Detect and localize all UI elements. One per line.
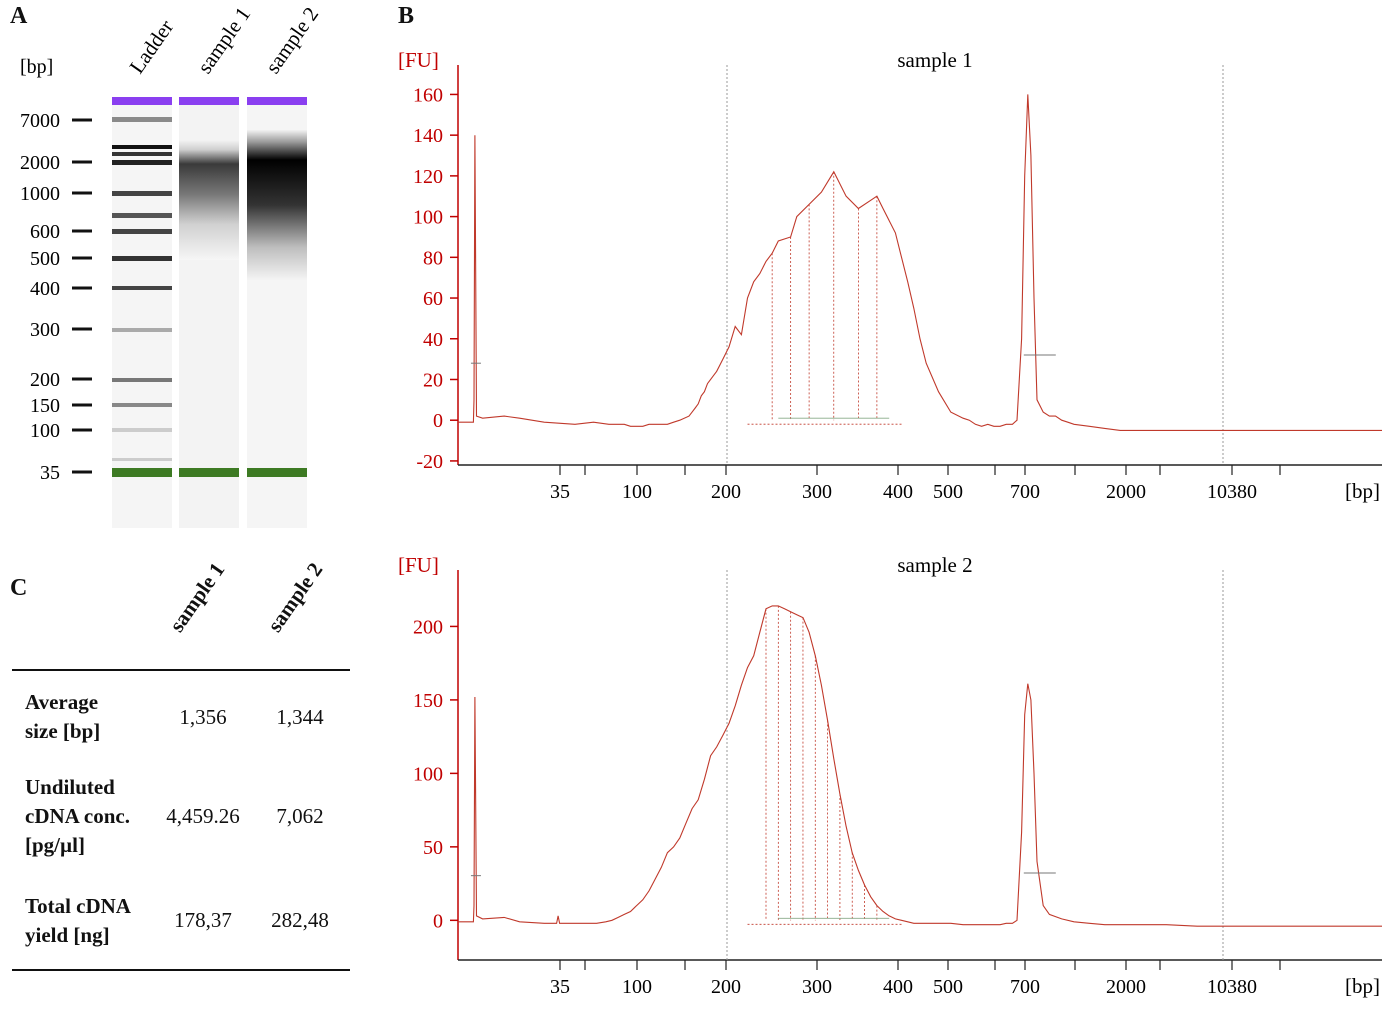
chart-title: sample 2 xyxy=(897,553,972,577)
table-col-sample2: sample 2 xyxy=(262,558,328,637)
x-tick-label-700: 700 xyxy=(1010,976,1040,998)
electropherogram-sample2: sample 2 [FU] [bp] 0 50 100 150 200 35 100 200 300 4… xyxy=(398,553,1382,998)
x-axis-label: [bp] xyxy=(1345,479,1380,503)
trace-line xyxy=(458,94,1382,431)
gel-size-label-200: 200 xyxy=(30,369,60,391)
row-label-conc: Undiluted cDNA conc. [pg/µl] xyxy=(25,775,130,857)
y-tick-label: 140 xyxy=(413,125,443,147)
x-tick-label-500: 500 xyxy=(933,976,963,998)
gel-size-label-150: 150 xyxy=(30,395,60,417)
x-tick-label-300: 300 xyxy=(802,976,832,998)
y-tick-label: 100 xyxy=(413,763,443,785)
summary-table: sample 1 sample 2 Average size [bp] 1,356… xyxy=(0,558,380,1000)
x-tick-label-35: 35 xyxy=(550,976,570,998)
gel-size-label-100: 100 xyxy=(30,420,60,442)
x-tick-label-400: 400 xyxy=(883,481,913,503)
y-tick-label: 0 xyxy=(433,410,443,432)
panel-letter-b: B xyxy=(398,3,415,29)
y-axis-label: [FU] xyxy=(398,48,439,72)
y-tick-label: 200 xyxy=(413,616,443,638)
gel-size-label-2000: 2000 xyxy=(20,152,60,174)
panel-letter-c: C xyxy=(10,575,28,601)
gel-size-label-500: 500 xyxy=(30,248,60,270)
upper-marker-sample2 xyxy=(247,97,307,105)
x-tick-label-400: 400 xyxy=(883,976,913,998)
gel-size-label-600: 600 xyxy=(30,221,60,243)
lower-marker-sample1 xyxy=(179,468,239,477)
x-axis-label: [bp] xyxy=(1345,974,1380,998)
sample2-smear xyxy=(247,130,307,280)
x-tick-label-35: 35 xyxy=(550,481,570,503)
y-axis-label: [FU] xyxy=(398,553,439,577)
y-tick-label: 120 xyxy=(413,166,443,188)
y-tick-label: 60 xyxy=(423,288,443,310)
lower-marker-ladder xyxy=(112,468,172,477)
x-tick-label-500: 500 xyxy=(933,481,963,503)
gel-unit-label: [bp] xyxy=(20,56,53,78)
upper-marker-sample1 xyxy=(179,97,239,105)
x-tick-label-10380: 10380 xyxy=(1207,976,1257,998)
row-label-yield: Total cDNA yield [ng] xyxy=(25,894,131,947)
y-tick-label: 100 xyxy=(413,207,443,229)
gel-image: [bp] Ladder sample 1 sample 2 7000 2000 1000… xyxy=(20,2,323,528)
x-tick-label-100: 100 xyxy=(622,481,652,503)
x-tick-label-300: 300 xyxy=(802,481,832,503)
x-tick-label-200: 200 xyxy=(711,976,741,998)
y-tick-label: 160 xyxy=(413,84,443,106)
y-tick-label: 80 xyxy=(423,247,443,269)
x-tick-label-10380: 10380 xyxy=(1207,481,1257,503)
cell-yield-s1: 178,37 xyxy=(174,908,232,932)
trace-line xyxy=(458,605,1382,927)
cell-yield-s2: 282,48 xyxy=(271,908,329,932)
cell-conc-s2: 7,062 xyxy=(276,804,324,828)
upper-marker-ladder xyxy=(112,97,172,105)
chart-title: sample 1 xyxy=(897,48,972,72)
electropherogram-sample1: sample 1 [FU] [bp] -20 0 20 40 60 80 100 120 140 160… xyxy=(398,48,1382,503)
y-tick-label: 150 xyxy=(413,690,443,712)
table-bottom-rule xyxy=(12,969,350,971)
y-tick-label: -20 xyxy=(416,451,443,473)
gel-size-label-7000: 7000 xyxy=(20,110,60,132)
row-label-average-size: Average size [bp] xyxy=(25,690,101,743)
table-top-rule xyxy=(12,669,350,671)
lane-label-0: Ladder xyxy=(124,15,178,77)
lane-label-2: sample 2 xyxy=(260,2,323,77)
lane-label-1: sample 1 xyxy=(192,2,255,77)
x-tick-label-100: 100 xyxy=(622,976,652,998)
y-tick-label: 50 xyxy=(423,837,443,859)
x-tick-label-200: 200 xyxy=(711,481,741,503)
y-tick-label: 20 xyxy=(423,369,443,391)
ladder-bands xyxy=(112,117,172,461)
y-tick-label: 0 xyxy=(433,910,443,932)
sample1-smear xyxy=(179,140,239,260)
gel-size-label-35: 35 xyxy=(40,462,60,484)
cell-avg-size-s1: 1,356 xyxy=(179,705,227,729)
cell-avg-size-s2: 1,344 xyxy=(276,705,324,729)
y-tick-label: 40 xyxy=(423,329,443,351)
cell-conc-s1: 4,459.26 xyxy=(166,804,240,828)
x-tick-label-2000: 2000 xyxy=(1106,481,1146,503)
table-col-sample1: sample 1 xyxy=(164,558,230,637)
gel-size-label-1000: 1000 xyxy=(20,183,60,205)
ladder-lane xyxy=(112,98,172,528)
x-tick-label-700: 700 xyxy=(1010,481,1040,503)
lower-marker-sample2 xyxy=(247,468,307,477)
x-tick-label-2000: 2000 xyxy=(1106,976,1146,998)
gel-size-label-300: 300 xyxy=(30,319,60,341)
panel-letter-a: A xyxy=(10,3,28,29)
gel-size-label-400: 400 xyxy=(30,278,60,300)
